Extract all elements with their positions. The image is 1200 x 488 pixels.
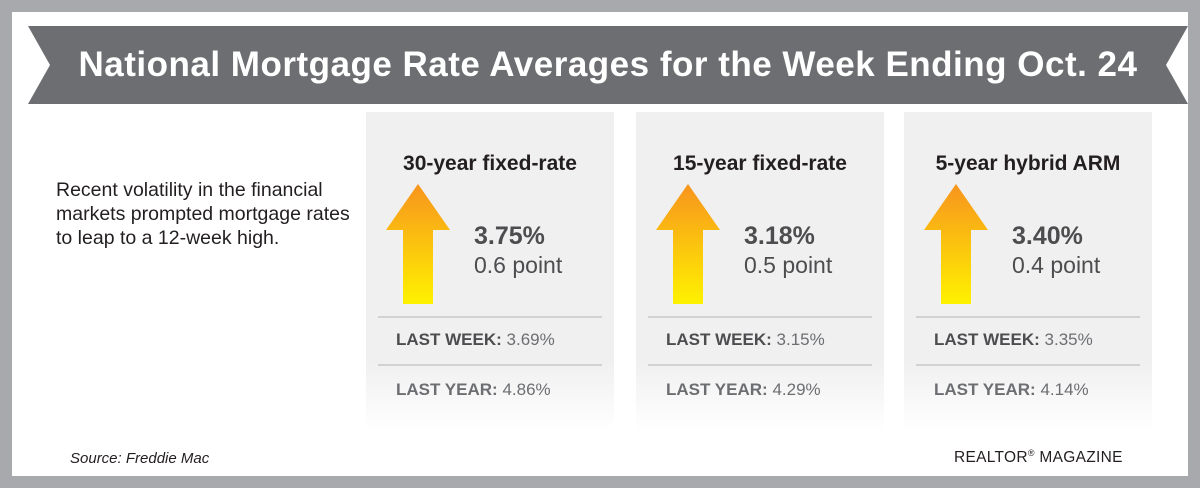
registered-mark: ® xyxy=(1027,448,1035,458)
last-year-stat: LAST YEAR: 4.86% xyxy=(396,380,551,400)
rate-card-30-year: 30-year fixed-rate 3.75% 0.6 point LAST … xyxy=(366,112,614,432)
divider xyxy=(378,364,602,366)
banner-ribbon-shape xyxy=(28,26,1188,104)
source-note: Source: Freddie Mac xyxy=(70,450,210,467)
divider xyxy=(378,316,602,318)
rate-change: 0.4 point xyxy=(1012,252,1101,278)
last-year-value: 4.29% xyxy=(772,380,821,399)
last-week-value: 3.69% xyxy=(506,330,555,349)
last-year-value: 4.14% xyxy=(1040,380,1089,399)
card-title: 15-year fixed-rate xyxy=(673,152,847,175)
last-week-label: LAST WEEK: xyxy=(396,330,502,349)
page-title: National Mortgage Rate Averages for the … xyxy=(78,45,1138,84)
rate-change: 0.5 point xyxy=(744,252,833,278)
divider xyxy=(648,364,872,366)
rate-change: 0.6 point xyxy=(474,252,563,278)
title-banner: National Mortgage Rate Averages for the … xyxy=(28,26,1188,104)
up-arrow-icon xyxy=(924,184,988,304)
brand-logo: REALTOR® MAGAZINE xyxy=(954,448,1123,467)
up-arrow-icon xyxy=(656,184,720,304)
last-week-stat: LAST WEEK: 3.69% xyxy=(396,330,555,350)
last-week-label: LAST WEEK: xyxy=(666,330,772,349)
last-week-value: 3.15% xyxy=(776,330,825,349)
last-week-value: 3.35% xyxy=(1044,330,1093,349)
divider xyxy=(648,316,872,318)
intro-text: Recent volatility in the financial marke… xyxy=(56,179,350,249)
last-year-stat: LAST YEAR: 4.14% xyxy=(934,380,1089,400)
divider xyxy=(916,316,1140,318)
last-year-label: LAST YEAR: xyxy=(934,380,1036,399)
last-year-stat: LAST YEAR: 4.29% xyxy=(666,380,821,400)
last-week-stat: LAST WEEK: 3.15% xyxy=(666,330,825,350)
current-rate: 3.40% xyxy=(1012,222,1083,250)
infographic-frame: National Mortgage Rate Averages for the … xyxy=(12,12,1188,476)
rate-card-15-year: 15-year fixed-rate 3.18% 0.5 point LAST … xyxy=(636,112,884,432)
brand-suffix: MAGAZINE xyxy=(1034,449,1123,467)
current-rate: 3.75% xyxy=(474,222,545,250)
card-title: 5-year hybrid ARM xyxy=(935,152,1121,175)
last-week-stat: LAST WEEK: 3.35% xyxy=(934,330,1093,350)
up-arrow-icon xyxy=(386,184,450,304)
current-rate: 3.18% xyxy=(744,222,815,250)
divider xyxy=(916,364,1140,366)
card-title: 30-year fixed-rate xyxy=(403,152,577,175)
last-year-value: 4.86% xyxy=(502,380,551,399)
rate-card-5-year-arm: 5-year hybrid ARM 3.40% 0.4 point LAST W… xyxy=(904,112,1152,432)
last-week-label: LAST WEEK: xyxy=(934,330,1040,349)
brand-name: REALTOR xyxy=(954,449,1028,467)
last-year-label: LAST YEAR: xyxy=(396,380,498,399)
last-year-label: LAST YEAR: xyxy=(666,380,768,399)
